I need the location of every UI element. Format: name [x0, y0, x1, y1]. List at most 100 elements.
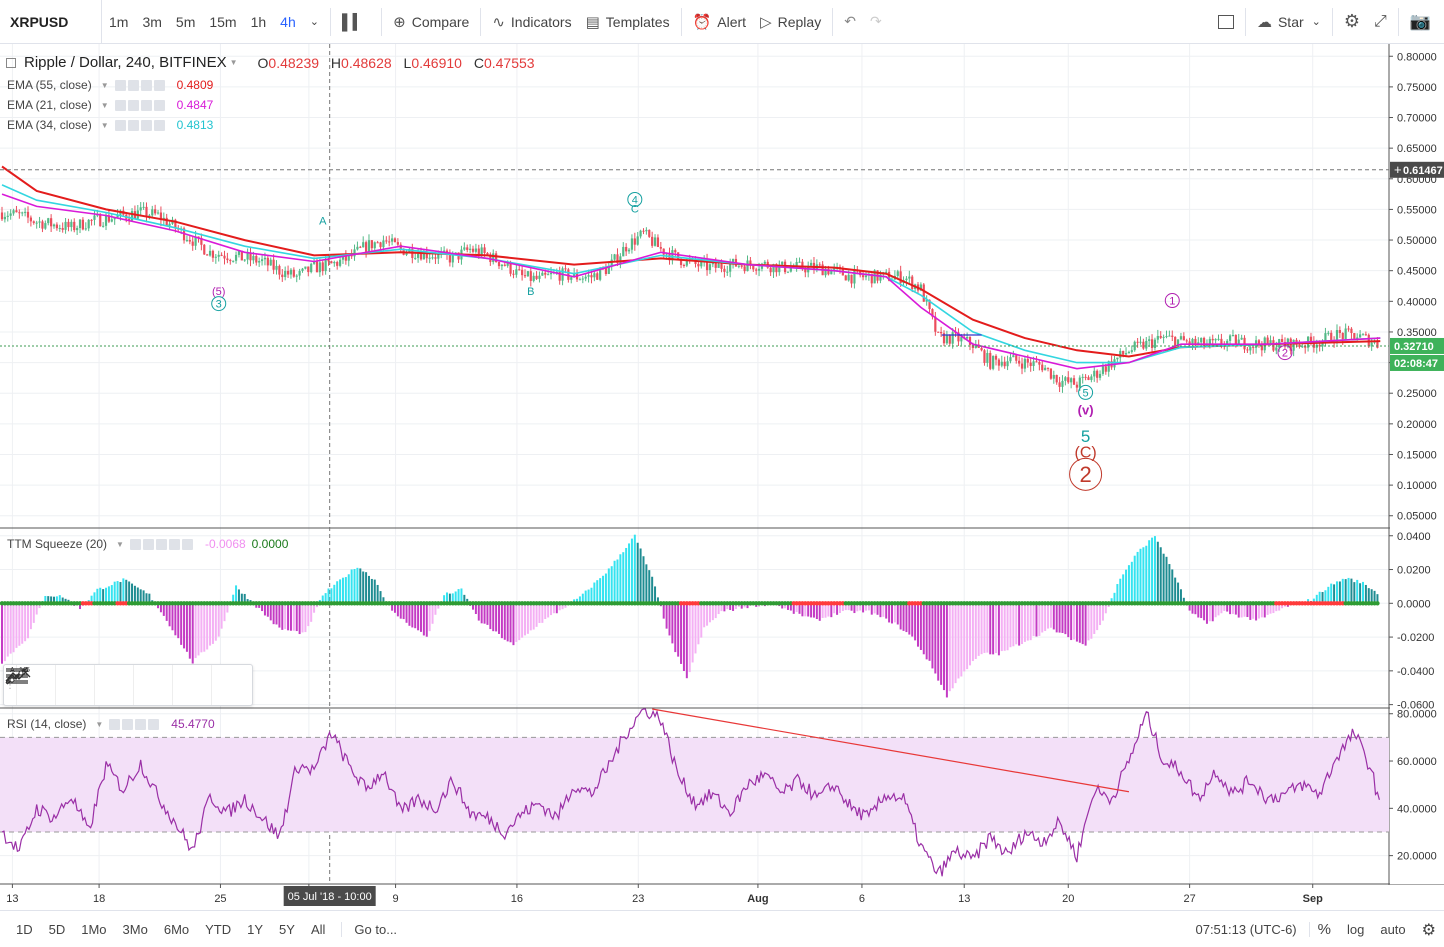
candle [1165, 336, 1168, 338]
undo-button[interactable]: ↶ [837, 0, 863, 44]
ttm-bar [211, 603, 214, 644]
legend-controls[interactable] [114, 119, 165, 131]
rsi-legend[interactable]: RSI (14, close) ▼ 45.4770 [7, 717, 215, 731]
log-toggle[interactable]: log [1339, 922, 1372, 937]
elliott-correction-tool[interactable]: AC [5, 665, 133, 705]
fullscreen-icon: ⤢ [1374, 12, 1387, 30]
ttm-bar [561, 603, 564, 610]
elliott-impulse-tool[interactable]: 15 [5, 665, 94, 705]
ema55-legend[interactable]: EMA (55, close) ▼ 0.4809 [7, 78, 213, 92]
chevron-down-icon[interactable]: ▼ [116, 539, 124, 549]
range-6mo[interactable]: 6Mo [163, 921, 190, 937]
candle [281, 274, 284, 278]
ttm-bar [38, 603, 41, 609]
candle [495, 253, 498, 263]
ttm-bar [1344, 579, 1347, 604]
square-icon [1217, 14, 1234, 29]
chevron-down-icon[interactable]: ▼ [229, 58, 238, 67]
ray-tool[interactable] [7, 665, 250, 705]
candle [284, 270, 287, 278]
interval-5m[interactable]: 5m [175, 13, 196, 30]
ema34-legend[interactable]: EMA (34, close) ▼ 0.4813 [7, 118, 213, 132]
replay-button[interactable]: ▷ Replay [753, 0, 828, 44]
chart-area[interactable]: A B C 4 (5) 3 1 2 5 (v) 5 (C) 2 0.80000 0.75000 0.70000… [0, 44, 1444, 910]
range-5y[interactable]: 5Y [279, 921, 295, 937]
goto-button[interactable]: Go to... [341, 921, 405, 937]
chevron-down-icon[interactable]: ▼ [95, 719, 104, 729]
chevron-down-icon[interactable]: ▼ [100, 120, 109, 130]
wave-label: A [319, 216, 327, 228]
range-ytd[interactable]: YTD [205, 921, 232, 937]
interval-dropdown[interactable]: ⌄ [303, 0, 326, 44]
range-1mo[interactable]: 1Mo [81, 921, 107, 937]
candle [347, 254, 350, 261]
chevron-down-icon[interactable]: ▼ [100, 100, 109, 110]
interval-3m[interactable]: 3m [142, 13, 162, 30]
fullscreen-button[interactable]: ⤢ [1367, 0, 1394, 44]
snapshot-button[interactable]: 📷 [1403, 0, 1438, 44]
candle [801, 261, 804, 270]
ema21-legend[interactable]: EMA (21, close) ▼ 0.4847 [7, 98, 213, 112]
candle [697, 263, 700, 267]
interval-1h[interactable]: 1h [250, 13, 267, 30]
interval-4h[interactable]: 4h [280, 13, 296, 30]
legend-controls[interactable] [114, 79, 165, 91]
candle [269, 259, 272, 266]
scale-settings-button[interactable]: ⚙ [1414, 920, 1444, 940]
range-5d[interactable]: 5D [48, 921, 66, 937]
legend-controls[interactable] [129, 538, 193, 550]
auto-toggle[interactable]: auto [1372, 922, 1413, 937]
chevron-down-icon[interactable]: ▼ [100, 80, 109, 90]
star-button[interactable]: ☁ Star ⌄ [1250, 0, 1328, 44]
ttm-bar [971, 603, 974, 662]
ttm-bar [1096, 603, 1099, 631]
interval-15m[interactable]: 15m [209, 13, 237, 30]
range-1d[interactable]: 1D [16, 921, 33, 937]
range-3mo[interactable]: 3Mo [122, 921, 148, 937]
ttm-bar [656, 597, 659, 604]
indicators-button[interactable]: ∿ Indicators [485, 0, 578, 44]
candle [275, 265, 278, 270]
range-1y[interactable]: 1Y [247, 921, 264, 937]
alert-button[interactable]: ⏰ Alert [686, 0, 753, 44]
ttm-bar [472, 603, 475, 610]
auto-label: auto [1380, 922, 1406, 937]
wave-circle [1277, 345, 1293, 361]
chart-type-button[interactable]: ▌▍ [335, 0, 377, 44]
ttm-bar [1179, 589, 1182, 604]
compare-button[interactable]: ⊕ Compare [386, 0, 476, 44]
trend-line-tool[interactable] [6, 665, 172, 705]
candle [18, 212, 21, 214]
candle [1197, 342, 1200, 345]
legend-controls[interactable] [109, 718, 160, 730]
interval-1m[interactable]: 1m [109, 13, 129, 30]
ttm-bar [786, 603, 789, 610]
ttm-bar [391, 603, 394, 611]
templates-button[interactable]: ▤ Templates [579, 0, 677, 44]
ttm-bar [1182, 597, 1185, 604]
symbol-search[interactable]: XRPUSD [0, 0, 102, 44]
ttm-value-1: -0.0068 [204, 537, 246, 551]
percent-toggle[interactable]: % [1310, 921, 1339, 938]
layout-button[interactable] [1211, 0, 1241, 44]
collapse-icon[interactable] [6, 57, 16, 68]
candle [645, 229, 648, 232]
candle [310, 263, 313, 273]
fib-channel-tool[interactable] [6, 665, 211, 705]
candle [76, 228, 79, 231]
ttm-bar [512, 603, 515, 646]
wave-label: 2 [1079, 462, 1091, 487]
redo-button[interactable]: ↷ [863, 0, 889, 44]
settings-button[interactable]: ⚙ [1337, 0, 1367, 44]
drag-handle-icon[interactable]: ⋮ [5, 679, 15, 691]
range-all[interactable]: All [310, 921, 326, 937]
candle [165, 217, 168, 226]
ttm-bar [734, 603, 737, 610]
candle [873, 270, 876, 284]
ttm-bar [1125, 569, 1128, 604]
candle [1335, 330, 1339, 343]
legend-controls[interactable] [114, 99, 165, 111]
ttm-legend[interactable]: TTM Squeeze (20) ▼ -0.0068 0.0000 [7, 537, 288, 551]
